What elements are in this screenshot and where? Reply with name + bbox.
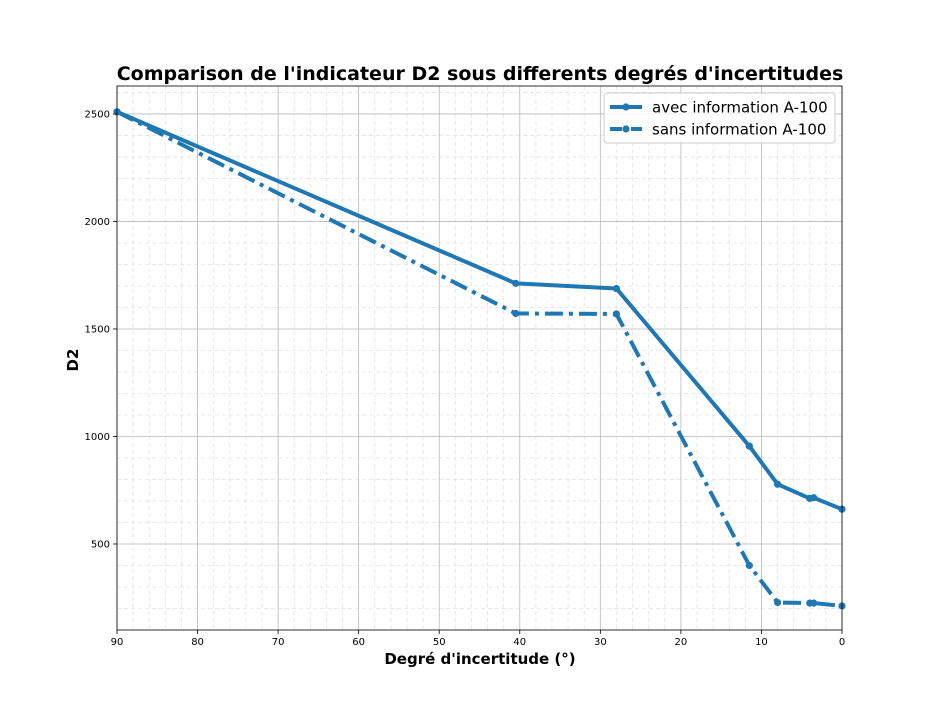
y-tick-label: 1500: [85, 324, 110, 335]
y-tick-label: 1000: [85, 432, 110, 443]
data-point: [810, 599, 818, 607]
legend-marker: [622, 125, 630, 133]
series-line: [116, 110, 843, 608]
data-point: [612, 284, 621, 293]
y-tick-label: 2500: [85, 109, 110, 120]
legend-label: avec information A-100: [652, 99, 828, 117]
x-axis-label: Degré d'incertitude (°): [384, 650, 575, 668]
x-tick-label: 0: [839, 637, 845, 648]
x-tick-label: 50: [433, 637, 446, 648]
legend-box: [603, 92, 836, 144]
data-point: [512, 279, 520, 287]
legend-label: sans information A-100: [652, 121, 826, 139]
x-tick-label: 40: [513, 637, 526, 648]
x-axis-ticks: 90 80 70 60 50 40 30 20 10 0: [111, 630, 845, 648]
chart-title: Comparison de l'indicateur D2 sous diffe…: [117, 63, 844, 85]
y-tick-label: 500: [91, 539, 110, 550]
x-tick-label: 70: [272, 637, 285, 648]
x-tick-label: 90: [111, 637, 124, 648]
legend: avec information A-100 sans information A…: [603, 92, 836, 144]
data-point: [773, 480, 782, 488]
x-tick-label: 60: [352, 637, 365, 648]
data-point: [773, 598, 782, 607]
plot-frame: [116, 85, 843, 631]
plot-area: [113, 85, 846, 631]
x-tick-label: 10: [755, 637, 768, 648]
x-tick-label: 30: [594, 637, 607, 648]
legend-marker: [622, 103, 630, 111]
y-tick-label: 2000: [85, 217, 110, 228]
x-tick-label: 80: [191, 637, 204, 648]
data-point: [512, 309, 520, 318]
data-point: [810, 494, 818, 502]
y-axis-ticks: 500 1000 1500 2000 2500: [85, 109, 117, 550]
y-axis-label: D2: [64, 349, 82, 372]
legend-entries: avec information A-100 sans information A…: [610, 99, 828, 139]
data-point: [745, 561, 753, 570]
data-point: [745, 442, 753, 450]
minor-grid: [117, 86, 842, 631]
data-point: [612, 310, 621, 318]
x-tick-label: 20: [675, 637, 688, 648]
